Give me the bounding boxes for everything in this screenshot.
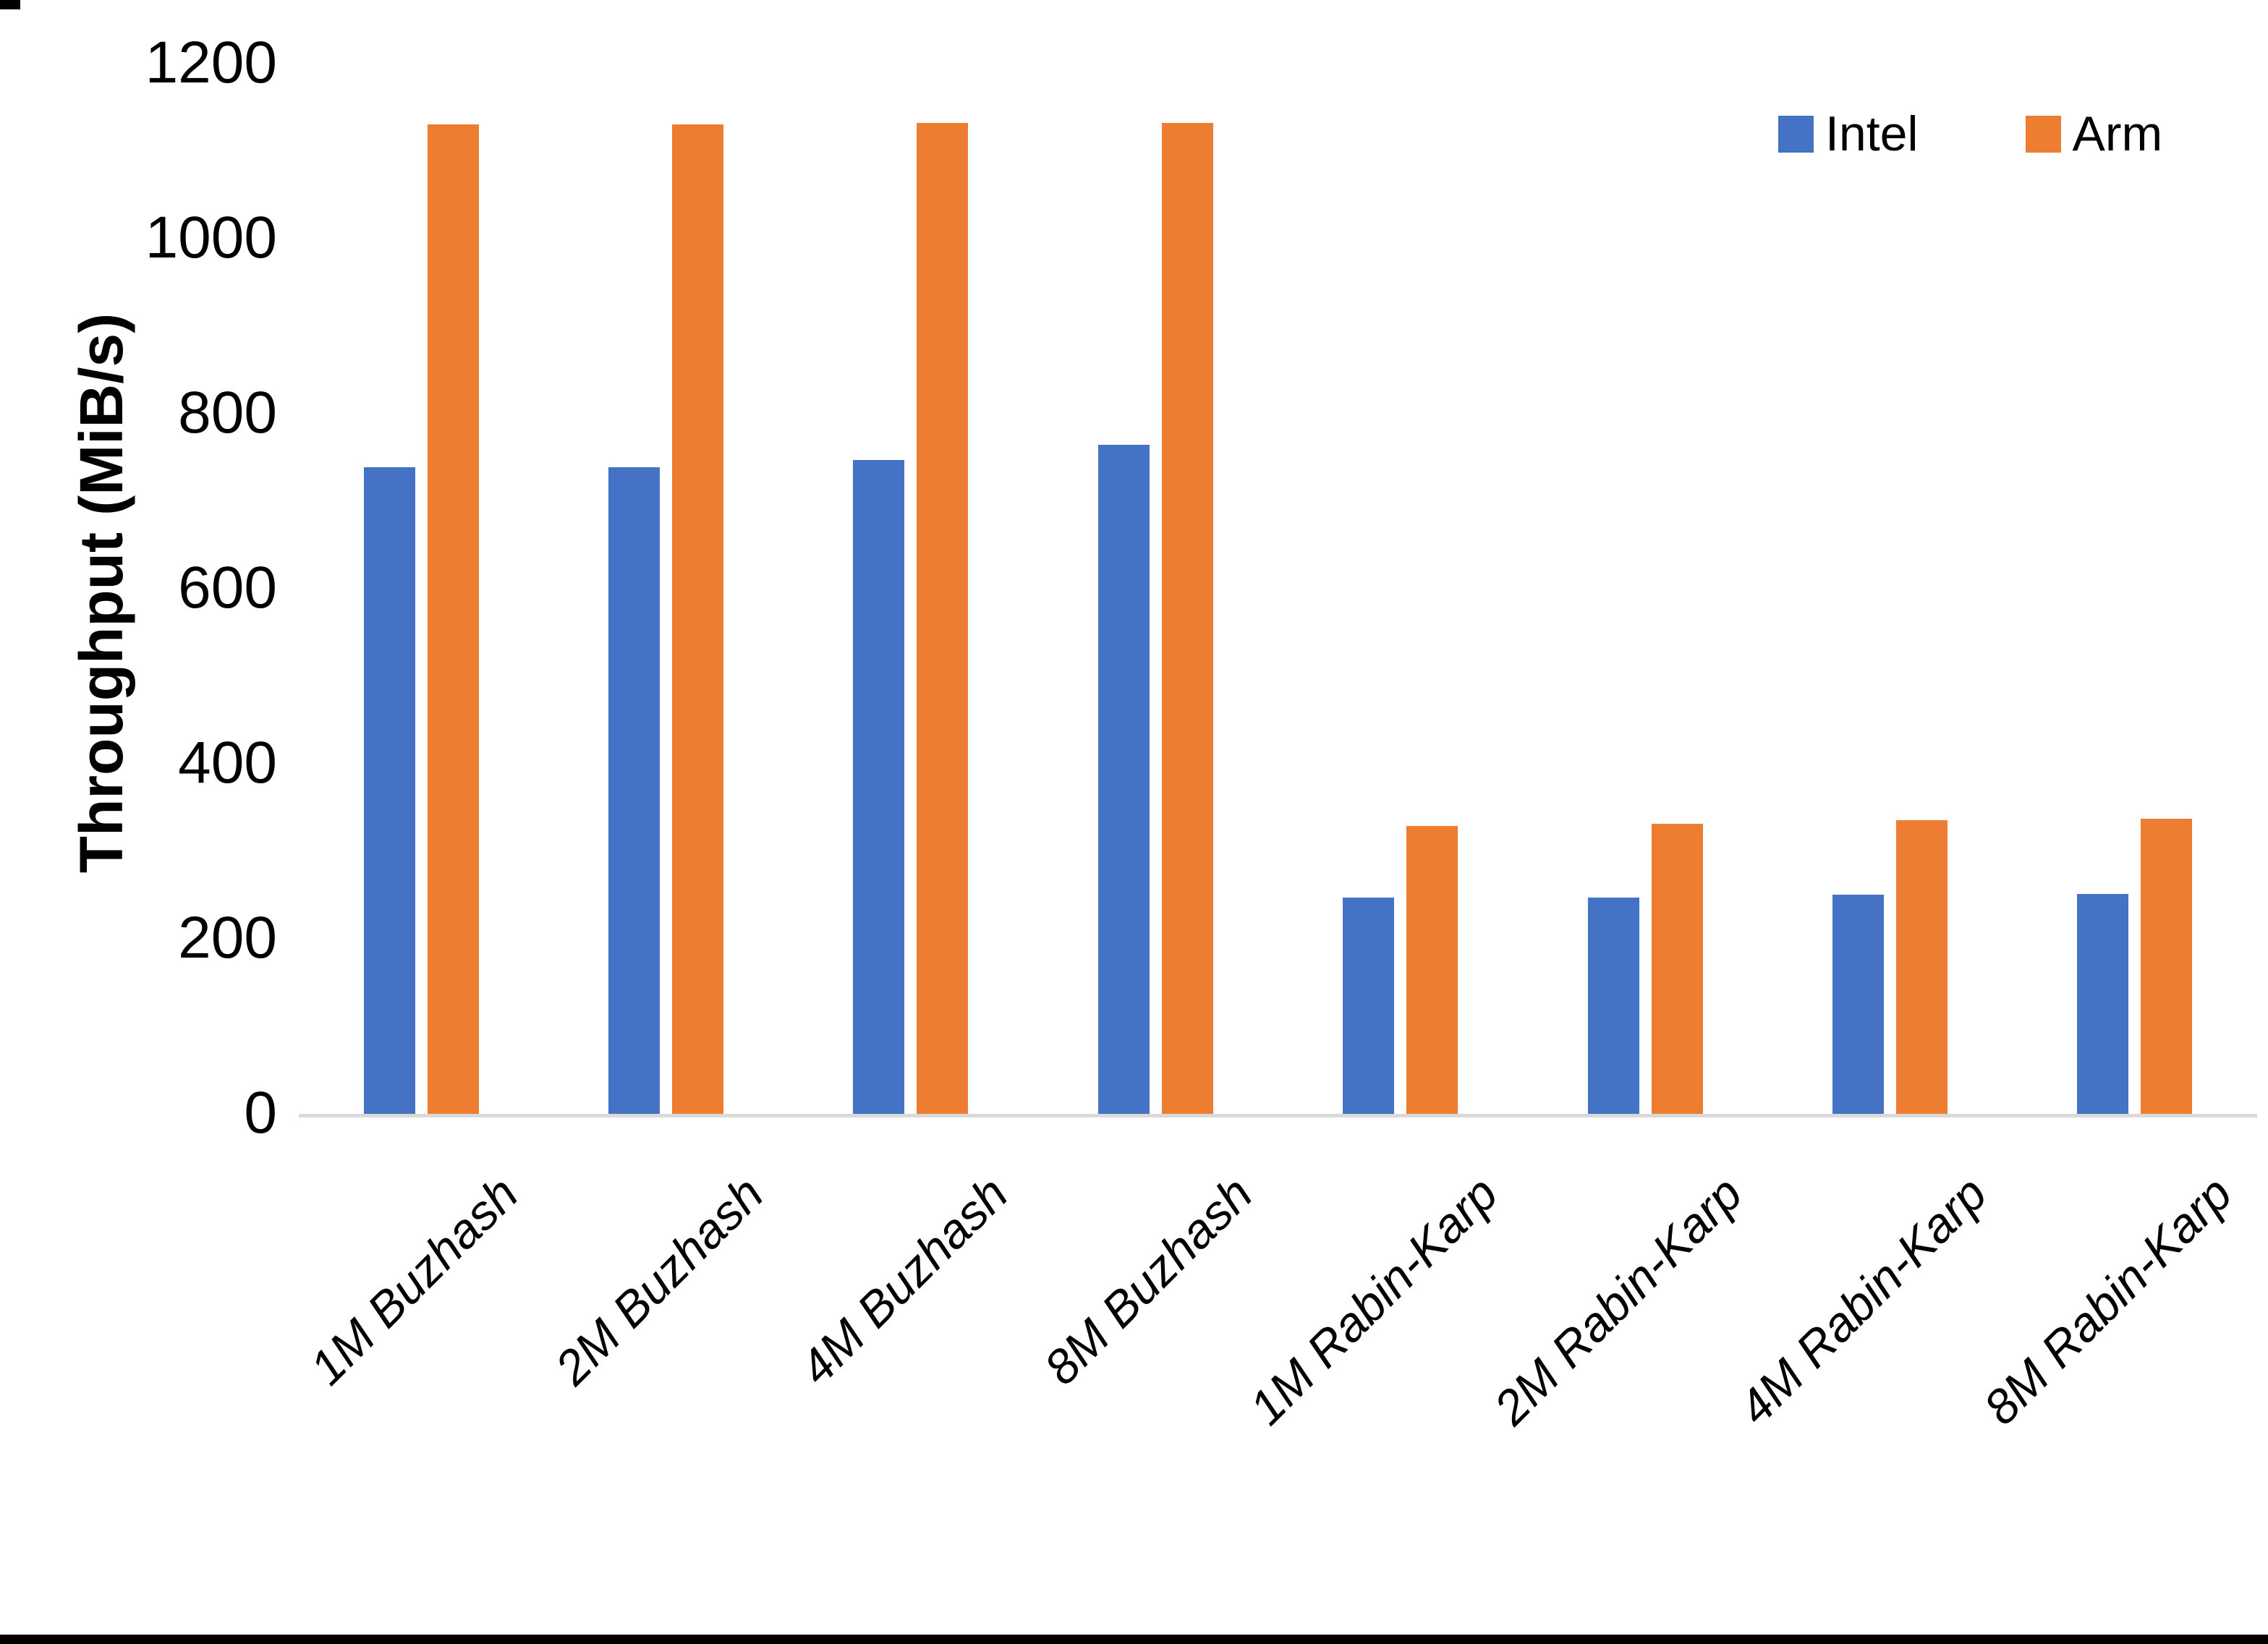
legend: Intel Arm (1778, 106, 2162, 162)
arm-bar-2m-buzhash (672, 124, 724, 1115)
intel-bar-8m-buzhash (1097, 445, 1150, 1115)
arm-bar-4m-rabin-karp (1895, 820, 1948, 1115)
y-axis-tick-label: 600 (178, 555, 277, 621)
legend-item-intel: Intel (1778, 106, 1919, 162)
page-corner-mark (0, 0, 20, 9)
y-axis-tick-label: 800 (178, 380, 277, 446)
bar-group-8m-rabin-karp (2013, 64, 2257, 1115)
legend-label-intel: Intel (1825, 106, 1919, 161)
intel-bar-2m-buzhash (608, 467, 661, 1115)
page-bottom-border (0, 1635, 2268, 1644)
bar-group-4m-rabin-karp (1767, 64, 2012, 1115)
bar-group-4m-buzhash (789, 64, 1033, 1115)
y-axis-title: Throughput (MiB/s) (67, 312, 135, 874)
bar-group-2m-buzhash (543, 64, 788, 1115)
intel-bar-8m-rabin-karp (2077, 894, 2129, 1115)
bar-group-1m-buzhash (299, 64, 543, 1115)
arm-bar-8m-rabin-karp (2141, 819, 2193, 1115)
plot-area (299, 64, 2257, 1117)
bar-group-2m-rabin-karp (1523, 64, 1767, 1115)
arm-bar-4m-buzhash (917, 123, 969, 1115)
arm-bar-1m-rabin-karp (1406, 826, 1458, 1115)
intel-bar-4m-rabin-karp (1832, 895, 1884, 1115)
intel-bar-1m-buzhash (363, 467, 415, 1115)
legend-item-arm: Arm (2025, 106, 2163, 162)
bar-groups (299, 64, 2257, 1115)
arm-bar-1m-buzhash (427, 124, 479, 1115)
x-axis-line (299, 1114, 2257, 1117)
bar-group-1m-rabin-karp (1278, 64, 1523, 1115)
bar-group-8m-buzhash (1033, 64, 1278, 1115)
legend-label-arm: Arm (2072, 106, 2163, 161)
y-axis-tick-label: 200 (178, 905, 277, 971)
y-axis-tick-label: 1000 (145, 205, 277, 271)
y-axis-tick-label: 400 (178, 730, 277, 796)
arm-bar-8m-buzhash (1161, 123, 1213, 1115)
legend-swatch-intel (1778, 115, 1814, 153)
legend-swatch-arm (2025, 115, 2061, 153)
arm-bar-2m-rabin-karp (1651, 824, 1703, 1115)
y-axis-tick-label: 1200 (145, 30, 277, 96)
intel-bar-1m-rabin-karp (1343, 898, 1395, 1115)
intel-bar-4m-buzhash (853, 460, 905, 1115)
y-axis-tick-label: 0 (244, 1080, 277, 1146)
intel-bar-2m-rabin-karp (1587, 898, 1639, 1115)
x-axis-label-1m-buzhash: 1M Buzhash (300, 1166, 529, 1396)
